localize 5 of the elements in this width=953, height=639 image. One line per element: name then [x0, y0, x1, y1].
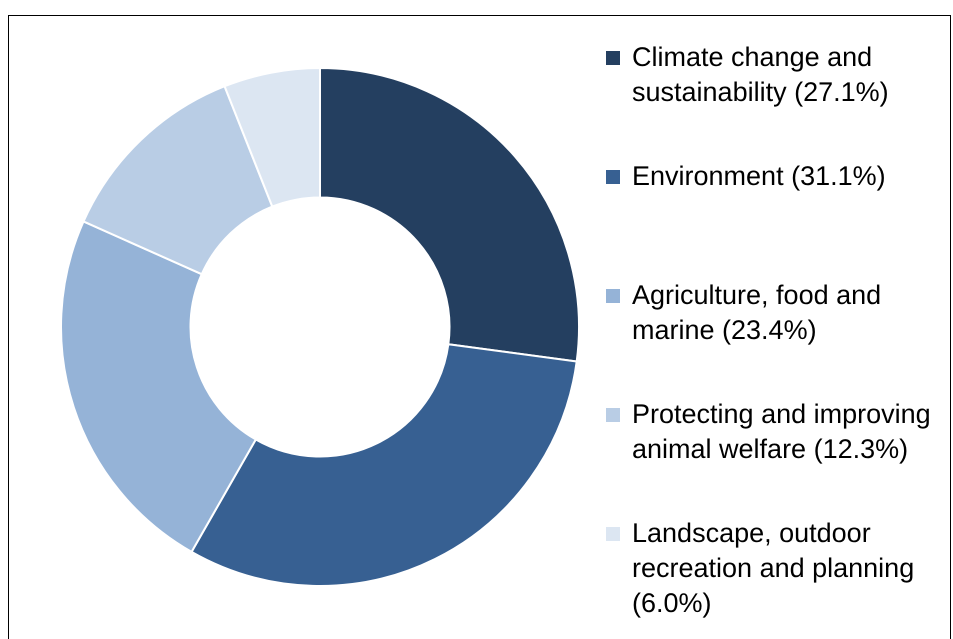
legend-label: Agriculture, food and marine (23.4%) — [632, 279, 882, 347]
legend-label: Climate change and sustainability (27.1%) — [632, 41, 890, 109]
legend-label: Protecting and improving animal welfare (12.3%) — [632, 398, 932, 466]
legend-label: Environment (31.1%) — [632, 160, 887, 193]
legend-label: Landscape, outdoor recreation and planning (6.0%) — [632, 517, 916, 620]
